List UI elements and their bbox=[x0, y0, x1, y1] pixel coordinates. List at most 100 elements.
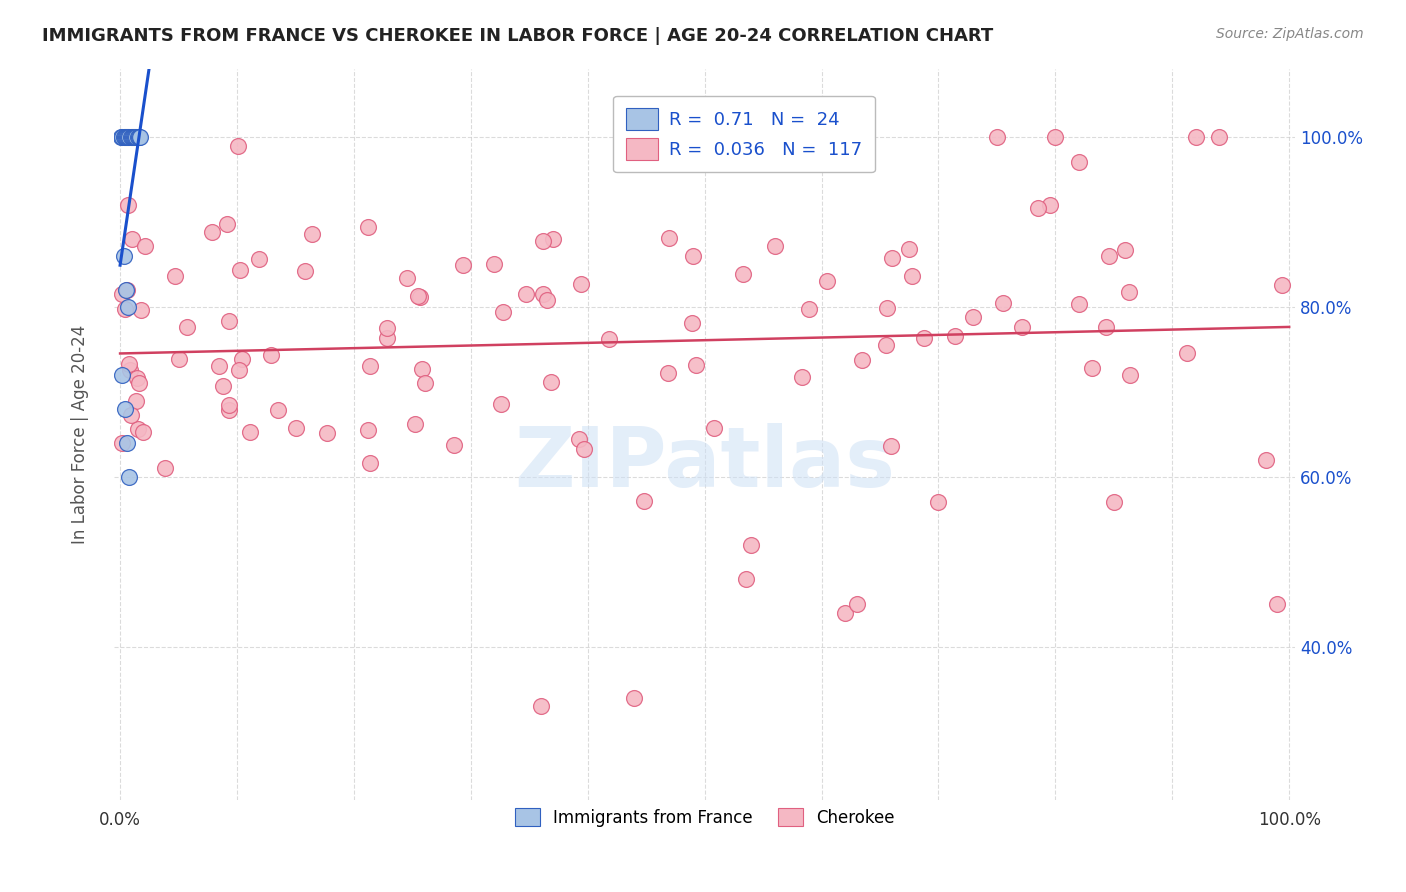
Point bbox=[986, 129, 1008, 144]
Point bbox=[294, 264, 316, 278]
Point bbox=[155, 461, 177, 475]
Point bbox=[111, 436, 134, 450]
Point bbox=[598, 332, 620, 346]
Point bbox=[569, 277, 592, 292]
Point bbox=[120, 362, 142, 376]
Point bbox=[657, 366, 679, 380]
Point bbox=[531, 234, 554, 248]
Point bbox=[568, 432, 591, 446]
Point bbox=[1267, 597, 1289, 611]
Point bbox=[681, 316, 703, 330]
Point bbox=[734, 572, 756, 586]
Point bbox=[540, 375, 562, 389]
Point bbox=[228, 363, 250, 377]
Point bbox=[284, 421, 307, 435]
Point bbox=[927, 495, 949, 509]
Point bbox=[176, 320, 198, 334]
Point bbox=[541, 231, 564, 245]
Point bbox=[117, 300, 139, 314]
Point bbox=[1039, 198, 1062, 212]
Point bbox=[815, 274, 838, 288]
Point bbox=[115, 435, 138, 450]
Point bbox=[110, 129, 132, 144]
Point bbox=[111, 129, 134, 144]
Point bbox=[1118, 285, 1140, 299]
Point bbox=[703, 421, 725, 435]
Point bbox=[409, 290, 432, 304]
Point bbox=[574, 442, 596, 456]
Point bbox=[492, 305, 515, 319]
Point bbox=[117, 197, 139, 211]
Point bbox=[112, 248, 135, 262]
Point bbox=[411, 361, 433, 376]
Point bbox=[799, 301, 821, 316]
Point bbox=[1095, 320, 1118, 334]
Point bbox=[231, 351, 253, 366]
Point bbox=[1067, 155, 1090, 169]
Point bbox=[111, 368, 134, 382]
Point bbox=[623, 690, 645, 705]
Point bbox=[1011, 319, 1033, 334]
Point bbox=[118, 129, 141, 144]
Point bbox=[122, 129, 145, 144]
Point bbox=[482, 257, 505, 271]
Point bbox=[120, 129, 142, 144]
Point bbox=[1184, 129, 1206, 144]
Point bbox=[395, 271, 418, 285]
Point bbox=[115, 283, 138, 297]
Point bbox=[901, 268, 924, 283]
Point bbox=[763, 239, 786, 253]
Point bbox=[790, 370, 813, 384]
Point bbox=[114, 302, 136, 317]
Point bbox=[685, 359, 707, 373]
Point bbox=[682, 248, 704, 262]
Point bbox=[114, 129, 136, 144]
Point bbox=[125, 393, 148, 408]
Point bbox=[912, 331, 935, 345]
Point bbox=[218, 313, 240, 327]
Text: IMMIGRANTS FROM FRANCE VS CHEROKEE IN LABOR FORCE | AGE 20-24 CORRELATION CHART: IMMIGRANTS FROM FRANCE VS CHEROKEE IN LA… bbox=[42, 27, 994, 45]
Y-axis label: In Labor Force | Age 20-24: In Labor Force | Age 20-24 bbox=[72, 325, 89, 543]
Point bbox=[114, 401, 136, 416]
Point bbox=[125, 129, 148, 144]
Point bbox=[733, 267, 755, 281]
Point bbox=[115, 129, 138, 144]
Point bbox=[115, 283, 138, 297]
Point bbox=[357, 423, 380, 437]
Point bbox=[218, 398, 240, 412]
Point bbox=[1028, 201, 1050, 215]
Point bbox=[880, 252, 903, 266]
Point bbox=[301, 227, 323, 241]
Point bbox=[851, 352, 873, 367]
Point bbox=[531, 287, 554, 301]
Point bbox=[536, 293, 558, 308]
Point bbox=[1045, 129, 1067, 144]
Point bbox=[357, 219, 380, 234]
Point bbox=[845, 597, 868, 611]
Point bbox=[127, 422, 149, 436]
Point bbox=[201, 225, 224, 239]
Point bbox=[124, 129, 146, 144]
Point bbox=[491, 396, 513, 410]
Text: Source: ZipAtlas.com: Source: ZipAtlas.com bbox=[1216, 27, 1364, 41]
Point bbox=[267, 403, 290, 417]
Point bbox=[875, 338, 897, 352]
Point bbox=[217, 217, 239, 231]
Point bbox=[443, 438, 465, 452]
Point bbox=[226, 138, 249, 153]
Point bbox=[260, 348, 283, 362]
Point bbox=[406, 288, 429, 302]
Point bbox=[122, 129, 145, 144]
Point bbox=[415, 376, 437, 390]
Point bbox=[1081, 361, 1104, 376]
Point bbox=[1067, 297, 1090, 311]
Point bbox=[316, 426, 339, 441]
Text: ZIPatlas: ZIPatlas bbox=[515, 423, 896, 504]
Point bbox=[1114, 244, 1136, 258]
Point bbox=[1102, 495, 1125, 509]
Point bbox=[1271, 278, 1294, 293]
Point bbox=[125, 371, 148, 385]
Point bbox=[658, 230, 681, 244]
Point bbox=[880, 438, 903, 452]
Point bbox=[128, 129, 150, 144]
